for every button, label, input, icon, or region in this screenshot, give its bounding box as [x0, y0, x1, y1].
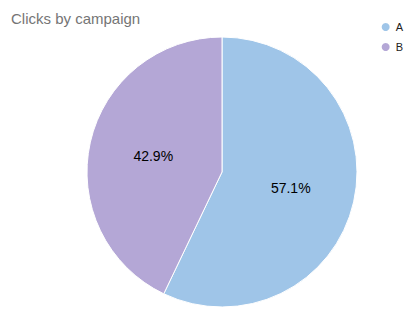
svg-text:42.9%: 42.9% — [133, 148, 173, 164]
svg-text:Clicks by campaign: Clicks by campaign — [11, 10, 140, 27]
svg-text:A: A — [396, 21, 404, 33]
svg-text:B: B — [396, 41, 403, 53]
svg-text:57.1%: 57.1% — [271, 180, 311, 196]
